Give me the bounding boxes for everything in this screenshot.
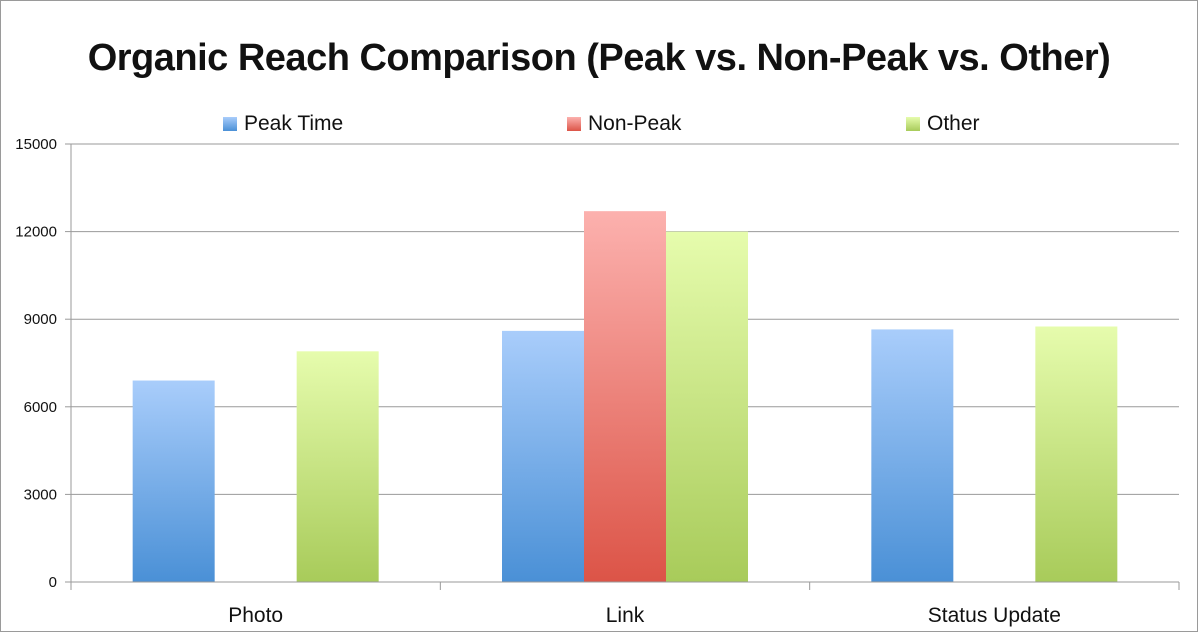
y-tick-label: 12000	[15, 224, 57, 241]
legend-swatch-other	[906, 117, 920, 131]
x-category-label: Photo	[228, 604, 283, 627]
bar-peak-time-link	[502, 330, 584, 582]
legend-item-non-peak: Non-Peak	[567, 111, 681, 137]
legend-item-other: Other	[906, 111, 980, 137]
x-category-label: Link	[606, 604, 645, 627]
y-tick-label: 9000	[24, 311, 57, 328]
chart-title: Organic Reach Comparison (Peak vs. Non-P…	[87, 37, 1111, 79]
y-tick-label: 0	[49, 574, 57, 591]
legend-swatch-peak-time	[223, 117, 237, 131]
bar-other-photo	[296, 351, 379, 582]
bar-other-status-update	[1035, 326, 1118, 582]
bar-non-peak-link	[584, 211, 666, 582]
axis-layer: 0 3000 6000 9000 12000 15000 Photo Link Status U…	[15, 136, 1180, 627]
y-tick-label: 6000	[24, 399, 57, 416]
y-tick-label: 3000	[24, 486, 57, 503]
legend-label-non-peak: Non-Peak	[588, 112, 682, 135]
y-tick-label: 15000	[15, 136, 57, 153]
bar-other-link	[666, 231, 748, 582]
legend-item-peak-time: Peak Time	[223, 111, 343, 137]
bar-peak-time-photo	[132, 380, 215, 582]
x-category-label: Status Update	[928, 604, 1061, 627]
bars-layer	[132, 211, 1118, 582]
bar-peak-time-status-update	[871, 329, 954, 582]
legend-swatch-non-peak	[567, 117, 581, 131]
legend-label-peak-time: Peak Time	[244, 112, 344, 135]
legend-label-other: Other	[927, 112, 980, 135]
